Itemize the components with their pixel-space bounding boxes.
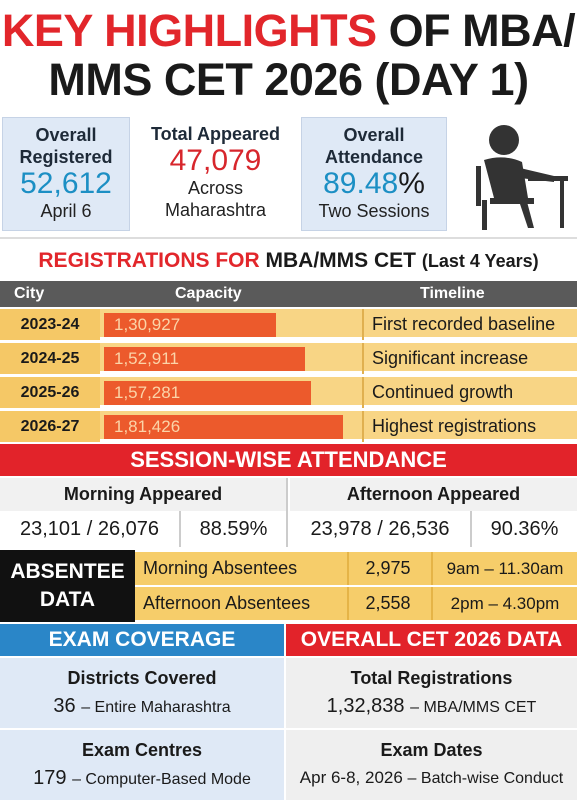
- title-line2: MMS CET 2026 (DAY 1): [48, 54, 529, 105]
- regs-label: Total Registrations: [350, 668, 513, 688]
- timeline-note: Highest registrations: [362, 411, 577, 442]
- row-year: 2023-24: [0, 309, 100, 340]
- student-at-desk-icon: [476, 125, 568, 230]
- stat-sub: April 6: [40, 201, 92, 221]
- col-capacity: Capacity: [175, 285, 242, 302]
- stat-registered: Overall Registered 52,612 April 6: [2, 117, 130, 231]
- exam-dates: Exam Dates Apr 6-8, 2026 – Batch-wise Co…: [286, 730, 577, 800]
- dates-note: – Batch-wise Conduct: [407, 770, 564, 787]
- absentee-heading-2: DATA: [39, 588, 96, 611]
- districts-note: – Entire Maharashtra: [81, 699, 231, 716]
- session-heading: SESSION-WISE ATTENDANCE: [0, 444, 577, 476]
- stat-value: 52,612: [20, 167, 112, 200]
- centres-note: – Computer-Based Mode: [72, 771, 251, 788]
- regs-value: 1,32,838: [326, 695, 405, 717]
- districts-value: 36: [53, 695, 76, 717]
- capacity-value: 1,81,426: [114, 417, 181, 436]
- registration-row: 2023-24 1,30,927 First recorded baseline: [0, 309, 577, 340]
- stat-sub: Two Sessions: [318, 201, 430, 221]
- timeline-note: Continued growth: [362, 377, 577, 408]
- registrations-table-header: City Capacity Timeline: [0, 281, 577, 307]
- capacity-bar: [104, 415, 343, 439]
- stat-value-num: 89.48: [323, 167, 399, 200]
- stat-label: Registered: [19, 147, 113, 167]
- capacity-value: 1,52,911: [114, 349, 179, 368]
- capacity-value: 1,30,927: [114, 315, 181, 334]
- stat-label: Total Appeared: [150, 124, 280, 144]
- stat-sub: Maharashtra: [164, 200, 267, 220]
- stat-sub: Across: [187, 178, 243, 198]
- absentee-time: 9am – 11.30am: [431, 552, 577, 585]
- stats-panel: Overall Registered 52,612 April 6 Total …: [0, 113, 577, 235]
- reg-heading-red: REGISTRATIONS FOR: [38, 249, 260, 272]
- regs-note: – MBA/MMS CET: [410, 699, 537, 716]
- absentee-time: 2pm – 4.30pm: [431, 587, 577, 620]
- stat-value-suffix: %: [398, 167, 425, 200]
- registrations-heading: REGISTRATIONS FOR MBA/MMS CET (Last 4 Ye…: [0, 237, 577, 281]
- reg-heading-dark: MBA/MMS CET: [265, 249, 417, 272]
- absentee-label: Afternoon Absentees: [143, 593, 311, 613]
- morning-appeared-label: Morning Appeared: [0, 478, 288, 511]
- stat-attendance: Overall Attendance 89.48% Two Sessions: [301, 117, 447, 231]
- reg-heading-small: (Last 4 Years): [421, 251, 539, 271]
- page-title: KEY HIGHLIGHTS OF MBA/ MMS CET 2026 (DAY…: [0, 0, 577, 113]
- districts-covered: Districts Covered 36 – Entire Maharashtr…: [0, 658, 284, 728]
- total-registrations: Total Registrations 1,32,838 – MBA/MMS C…: [286, 658, 577, 728]
- absentee-row-afternoon: Afternoon Absentees 2,558 2pm – 4.30pm: [135, 587, 577, 620]
- registration-row: 2024-25 1,52,911 Significant increase: [0, 343, 577, 374]
- session-columns: Morning Appeared Afternoon Appeared: [0, 478, 577, 511]
- capacity-bar: [104, 347, 305, 371]
- row-year: 2025-26: [0, 377, 100, 408]
- absentee-label: Morning Absentees: [143, 558, 298, 578]
- centres-value: 179: [33, 767, 67, 789]
- registration-row: 2026-27 1,81,426 Highest registrations: [0, 411, 577, 442]
- col-timeline: Timeline: [420, 285, 485, 302]
- exam-centres: Exam Centres 179 – Computer-Based Mode: [0, 730, 284, 800]
- row-year: 2024-25: [0, 343, 100, 374]
- districts-label: Districts Covered: [67, 668, 217, 688]
- stat-label: Attendance: [324, 147, 423, 167]
- capacity-bar: [104, 313, 276, 337]
- centres-label: Exam Centres: [81, 740, 203, 760]
- morning-count: 23,101 / 26,076: [0, 511, 181, 547]
- stat-label: Overall: [343, 125, 405, 145]
- absentee-heading-1: ABSENTEE: [10, 560, 125, 583]
- afternoon-count: 23,978 / 26,536: [290, 511, 472, 547]
- title-rest: OF MBA/: [388, 5, 576, 56]
- dates-value: Apr 6-8, 2026: [299, 768, 403, 787]
- row-year: 2026-27: [0, 411, 100, 442]
- capacity-value: 1,57,281: [114, 383, 181, 402]
- session-values: 23,101 / 26,076 88.59% 23,978 / 26,536 9…: [0, 511, 577, 547]
- absentee-row-morning: Morning Absentees 2,975 9am – 11.30am: [135, 552, 577, 585]
- overall-cet-heading: OVERALL CET 2026 DATA: [286, 624, 577, 656]
- dates-label: Exam Dates: [380, 740, 483, 760]
- absentee-count: 2,558: [347, 587, 427, 620]
- afternoon-pct: 90.36%: [490, 518, 559, 540]
- exam-coverage-heading: EXAM COVERAGE: [0, 624, 284, 656]
- title-highlight: KEY HIGHLIGHTS: [1, 5, 377, 56]
- timeline-note: Significant increase: [362, 343, 577, 374]
- stat-label: Overall: [35, 125, 97, 145]
- capacity-bar: [104, 381, 311, 405]
- absentee-count: 2,975: [347, 552, 427, 585]
- col-city: City: [14, 285, 45, 302]
- absentee-heading: ABSENTEE DATA: [0, 550, 135, 622]
- stat-appeared: Total Appeared 47,079 Across Maharashtra: [133, 117, 298, 231]
- morning-pct: 88.59%: [181, 511, 288, 547]
- stat-value: 89.48%: [302, 168, 446, 200]
- afternoon-appeared-label: Afternoon Appeared: [290, 478, 577, 511]
- timeline-note: First recorded baseline: [362, 309, 577, 340]
- registration-row: 2025-26 1,57,281 Continued growth: [0, 377, 577, 408]
- stat-value: 47,079: [169, 144, 262, 177]
